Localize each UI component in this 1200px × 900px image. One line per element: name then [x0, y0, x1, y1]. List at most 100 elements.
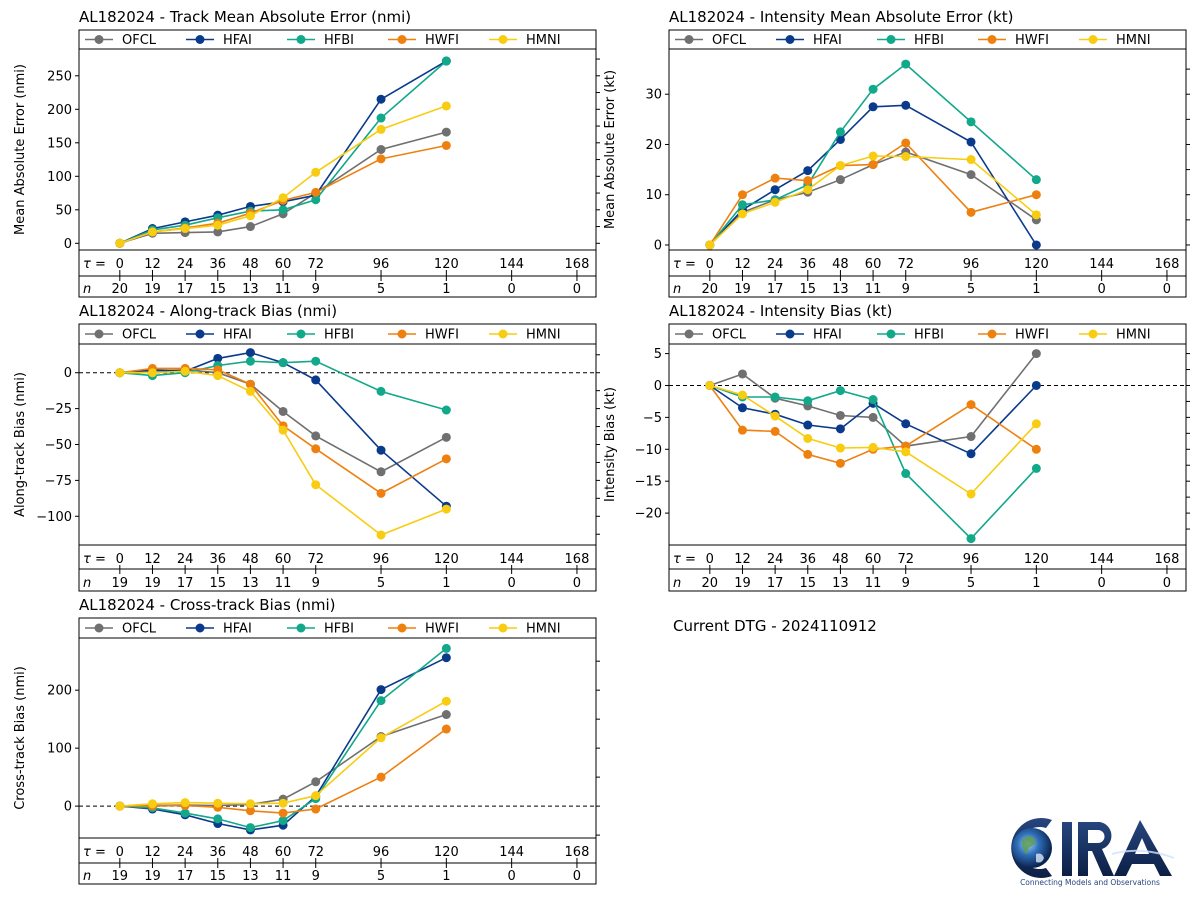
tau-value: 48	[242, 257, 259, 272]
data-point	[441, 454, 451, 464]
data-point	[770, 426, 780, 436]
legend-label: HWFI	[425, 328, 459, 343]
data-point	[868, 442, 878, 452]
tau-value: 168	[1155, 552, 1180, 567]
legend-label: HFBI	[914, 33, 944, 48]
data-point	[966, 137, 976, 147]
legend-item-hfai: HFAI	[186, 328, 252, 343]
tau-value: 12	[144, 845, 161, 860]
data-point	[311, 167, 321, 177]
data-point	[835, 443, 845, 453]
n-value: 5	[377, 282, 385, 297]
tau-value: 72	[897, 552, 914, 567]
tau-value: 12	[734, 257, 751, 272]
data-point	[737, 209, 747, 219]
y-tick-label: −10	[635, 443, 662, 458]
legend-item-hfbi: HFBI	[287, 33, 354, 48]
data-point	[376, 113, 386, 123]
n-symbol: n	[673, 576, 681, 591]
y-tick-label: 250	[47, 69, 72, 84]
tau-value: 24	[767, 552, 784, 567]
data-point	[705, 240, 715, 250]
legend-label: HFBI	[324, 328, 354, 343]
n-value: 1	[442, 869, 450, 884]
tau-value: 60	[865, 552, 882, 567]
n-value: 0	[1098, 282, 1106, 297]
tau-value: 48	[832, 552, 849, 567]
current-dtg-label: Current DTG - 2024110912	[673, 617, 877, 635]
tau-value: 120	[1024, 552, 1049, 567]
axes-frame	[668, 323, 1187, 592]
legend-marker	[94, 623, 104, 633]
n-value: 0	[1098, 576, 1106, 591]
n-value: 11	[275, 282, 292, 297]
n-value: 1	[442, 576, 450, 591]
data-point	[115, 368, 125, 378]
data-point	[376, 467, 386, 477]
logo-tagline: Connecting Models and Observations	[1020, 878, 1160, 887]
data-point	[966, 400, 976, 410]
data-point	[966, 207, 976, 217]
legend-marker	[94, 329, 104, 339]
data-point	[245, 211, 255, 221]
data-point	[803, 449, 813, 459]
axes-frame	[78, 29, 597, 298]
n-value: 13	[832, 576, 849, 591]
data-point	[376, 94, 386, 104]
legend-item-hfbi: HFBI	[287, 622, 354, 637]
tau-row: τ = 0 12 24 36 48 60 72 96 120 144 168	[673, 552, 1179, 569]
data-point	[376, 733, 386, 743]
legend-label: HFBI	[324, 622, 354, 637]
n-value: 19	[144, 576, 161, 591]
data-point	[376, 685, 386, 695]
data-point	[868, 84, 878, 94]
n-value: 15	[800, 282, 817, 297]
axes-frame	[668, 29, 1187, 298]
data-point	[278, 205, 288, 215]
data-point	[737, 369, 747, 379]
n-value: 9	[312, 282, 320, 297]
tau-value: 60	[275, 552, 292, 567]
data-point	[1031, 175, 1041, 185]
tau-value: 36	[800, 552, 817, 567]
tau-value: 72	[307, 257, 324, 272]
data-point	[441, 432, 451, 442]
n-row: n 20 19 17 15 13 11 9 5 1 0 0	[83, 276, 581, 297]
y-tick-label: −25	[45, 402, 72, 417]
n-value: 13	[242, 576, 259, 591]
legend-label: OFCL	[122, 328, 157, 343]
tau-value: 0	[116, 257, 124, 272]
data-point	[245, 222, 255, 232]
legend-marker	[195, 623, 205, 633]
legend-item-hwfi: HWFI	[978, 33, 1049, 48]
n-value: 13	[832, 282, 849, 297]
axes-frame	[78, 323, 597, 592]
n-value: 19	[144, 282, 161, 297]
legend-marker	[886, 329, 896, 339]
n-symbol: n	[83, 869, 91, 884]
tau-value: 0	[706, 257, 714, 272]
y-tick-label: 5	[654, 347, 662, 362]
tau-value: 144	[499, 257, 524, 272]
series-hmni	[705, 151, 1041, 250]
data-point	[1031, 463, 1041, 473]
data-point	[441, 724, 451, 734]
tau-equals: =	[95, 257, 106, 272]
tau-value: 144	[499, 552, 524, 567]
n-value: 9	[902, 282, 910, 297]
legend-label: HFAI	[223, 33, 252, 48]
legend-marker	[498, 623, 508, 633]
data-point	[180, 798, 190, 808]
legend-item-hfbi: HFBI	[287, 328, 354, 343]
n-value: 5	[377, 869, 385, 884]
legend-marker	[397, 329, 407, 339]
data-point	[737, 190, 747, 200]
data-point	[311, 804, 321, 814]
tau-value: 0	[706, 552, 714, 567]
data-point	[115, 238, 125, 248]
data-point	[803, 433, 813, 443]
data-point	[213, 227, 223, 237]
data-point	[901, 419, 911, 429]
data-point	[966, 432, 976, 442]
